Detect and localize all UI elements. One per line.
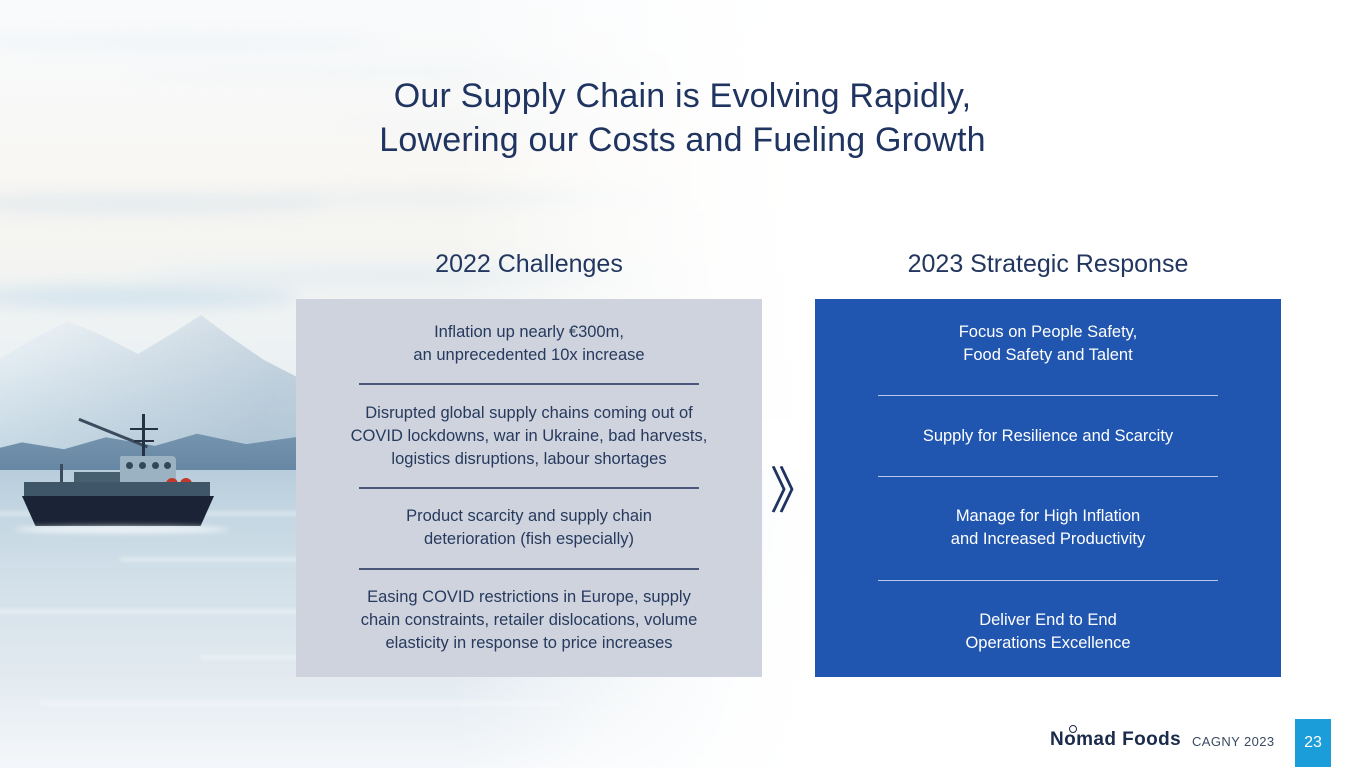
strategic-response-panel: Focus on People Safety, Food Safety and … (815, 299, 1281, 677)
panel-divider (878, 475, 1218, 477)
boat-mast-arm (130, 428, 158, 430)
page-number-badge: 23 (1295, 719, 1331, 767)
boat-wake (14, 526, 229, 533)
cloud-streak (260, 192, 680, 204)
challenge-item-line: an unprecedented 10x increase (413, 346, 645, 364)
logo-ring-icon (1069, 725, 1077, 733)
response-item-line: Deliver End to End (979, 610, 1117, 629)
response-item-line: and Increased Productivity (950, 530, 1146, 549)
panel-divider (359, 567, 699, 570)
challenge-item-line: Inflation up nearly €300m, (434, 323, 624, 341)
panel-divider (359, 486, 699, 489)
nomad-foods-logo: Nomad Foods (1050, 725, 1182, 751)
response-item-line: Food Safety and Talent (963, 346, 1133, 364)
challenge-item-line: chain constraints, retailer dislocations… (360, 610, 698, 629)
double-chevron-right-icon: 》 (770, 462, 820, 520)
column-heading-2022-challenges: 2022 Challenges (435, 250, 623, 278)
boat-mast (142, 414, 145, 462)
challenge-item-line: deterioration (fish especially) (423, 530, 634, 549)
response-item-line: Operations Excellence (965, 633, 1131, 652)
challenge-item: Easing COVID restrictions in Europe, sup… (324, 586, 734, 655)
fishing-boat (14, 414, 229, 540)
panel-divider (359, 383, 699, 386)
challenge-item: Inflation up nearly €300m, an unpreceden… (324, 321, 734, 367)
challenge-item: Product scarcity and supply chain deteri… (324, 505, 734, 551)
title-line-2: Lowering our Costs and Fueling Growth (379, 121, 986, 159)
response-item: Deliver End to End Operations Excellence (843, 609, 1253, 655)
column-heading-2023-strategic-response: 2023 Strategic Response (907, 250, 1189, 278)
title-line-1: Our Supply Chain is Evolving Rapidly, (393, 77, 972, 115)
challenge-item: Disrupted global supply chains coming ou… (324, 402, 734, 471)
panel-divider (878, 579, 1218, 581)
boat-hull (22, 496, 214, 526)
challenge-item-line: Easing COVID restrictions in Europe, sup… (367, 587, 691, 606)
response-item: Focus on People Safety, Food Safety and … (843, 321, 1253, 367)
challenge-item-line: Product scarcity and supply chain (406, 507, 652, 526)
challenge-item-line: elasticity in response to price increase… (385, 633, 673, 652)
boat-mast-arm (134, 440, 154, 442)
response-item: Supply for Resilience and Scarcity (843, 425, 1253, 448)
logo-text: Nomad Foods (1050, 729, 1182, 750)
response-item-line: Manage for High Inflation (955, 507, 1141, 526)
challenges-panel: Inflation up nearly €300m, an unpreceden… (296, 299, 762, 677)
response-item-line: Supply for Resilience and Scarcity (922, 426, 1174, 445)
event-label: CAGNY 2023 (1192, 734, 1275, 749)
challenge-item-line: COVID lockdowns, war in Ukraine, bad har… (350, 426, 708, 445)
boat-hull-upper (24, 482, 210, 498)
challenge-item-line: logistics disruptions, labour shortages (391, 449, 667, 468)
panel-divider (878, 395, 1218, 397)
challenge-item-line: Disrupted global supply chains coming ou… (365, 403, 693, 422)
response-item: Manage for High Inflation and Increased … (843, 505, 1253, 551)
page-title: Our Supply Chain is Evolving Rapidly, Lo… (0, 74, 1365, 162)
response-item-line: Focus on People Safety, (958, 323, 1138, 341)
